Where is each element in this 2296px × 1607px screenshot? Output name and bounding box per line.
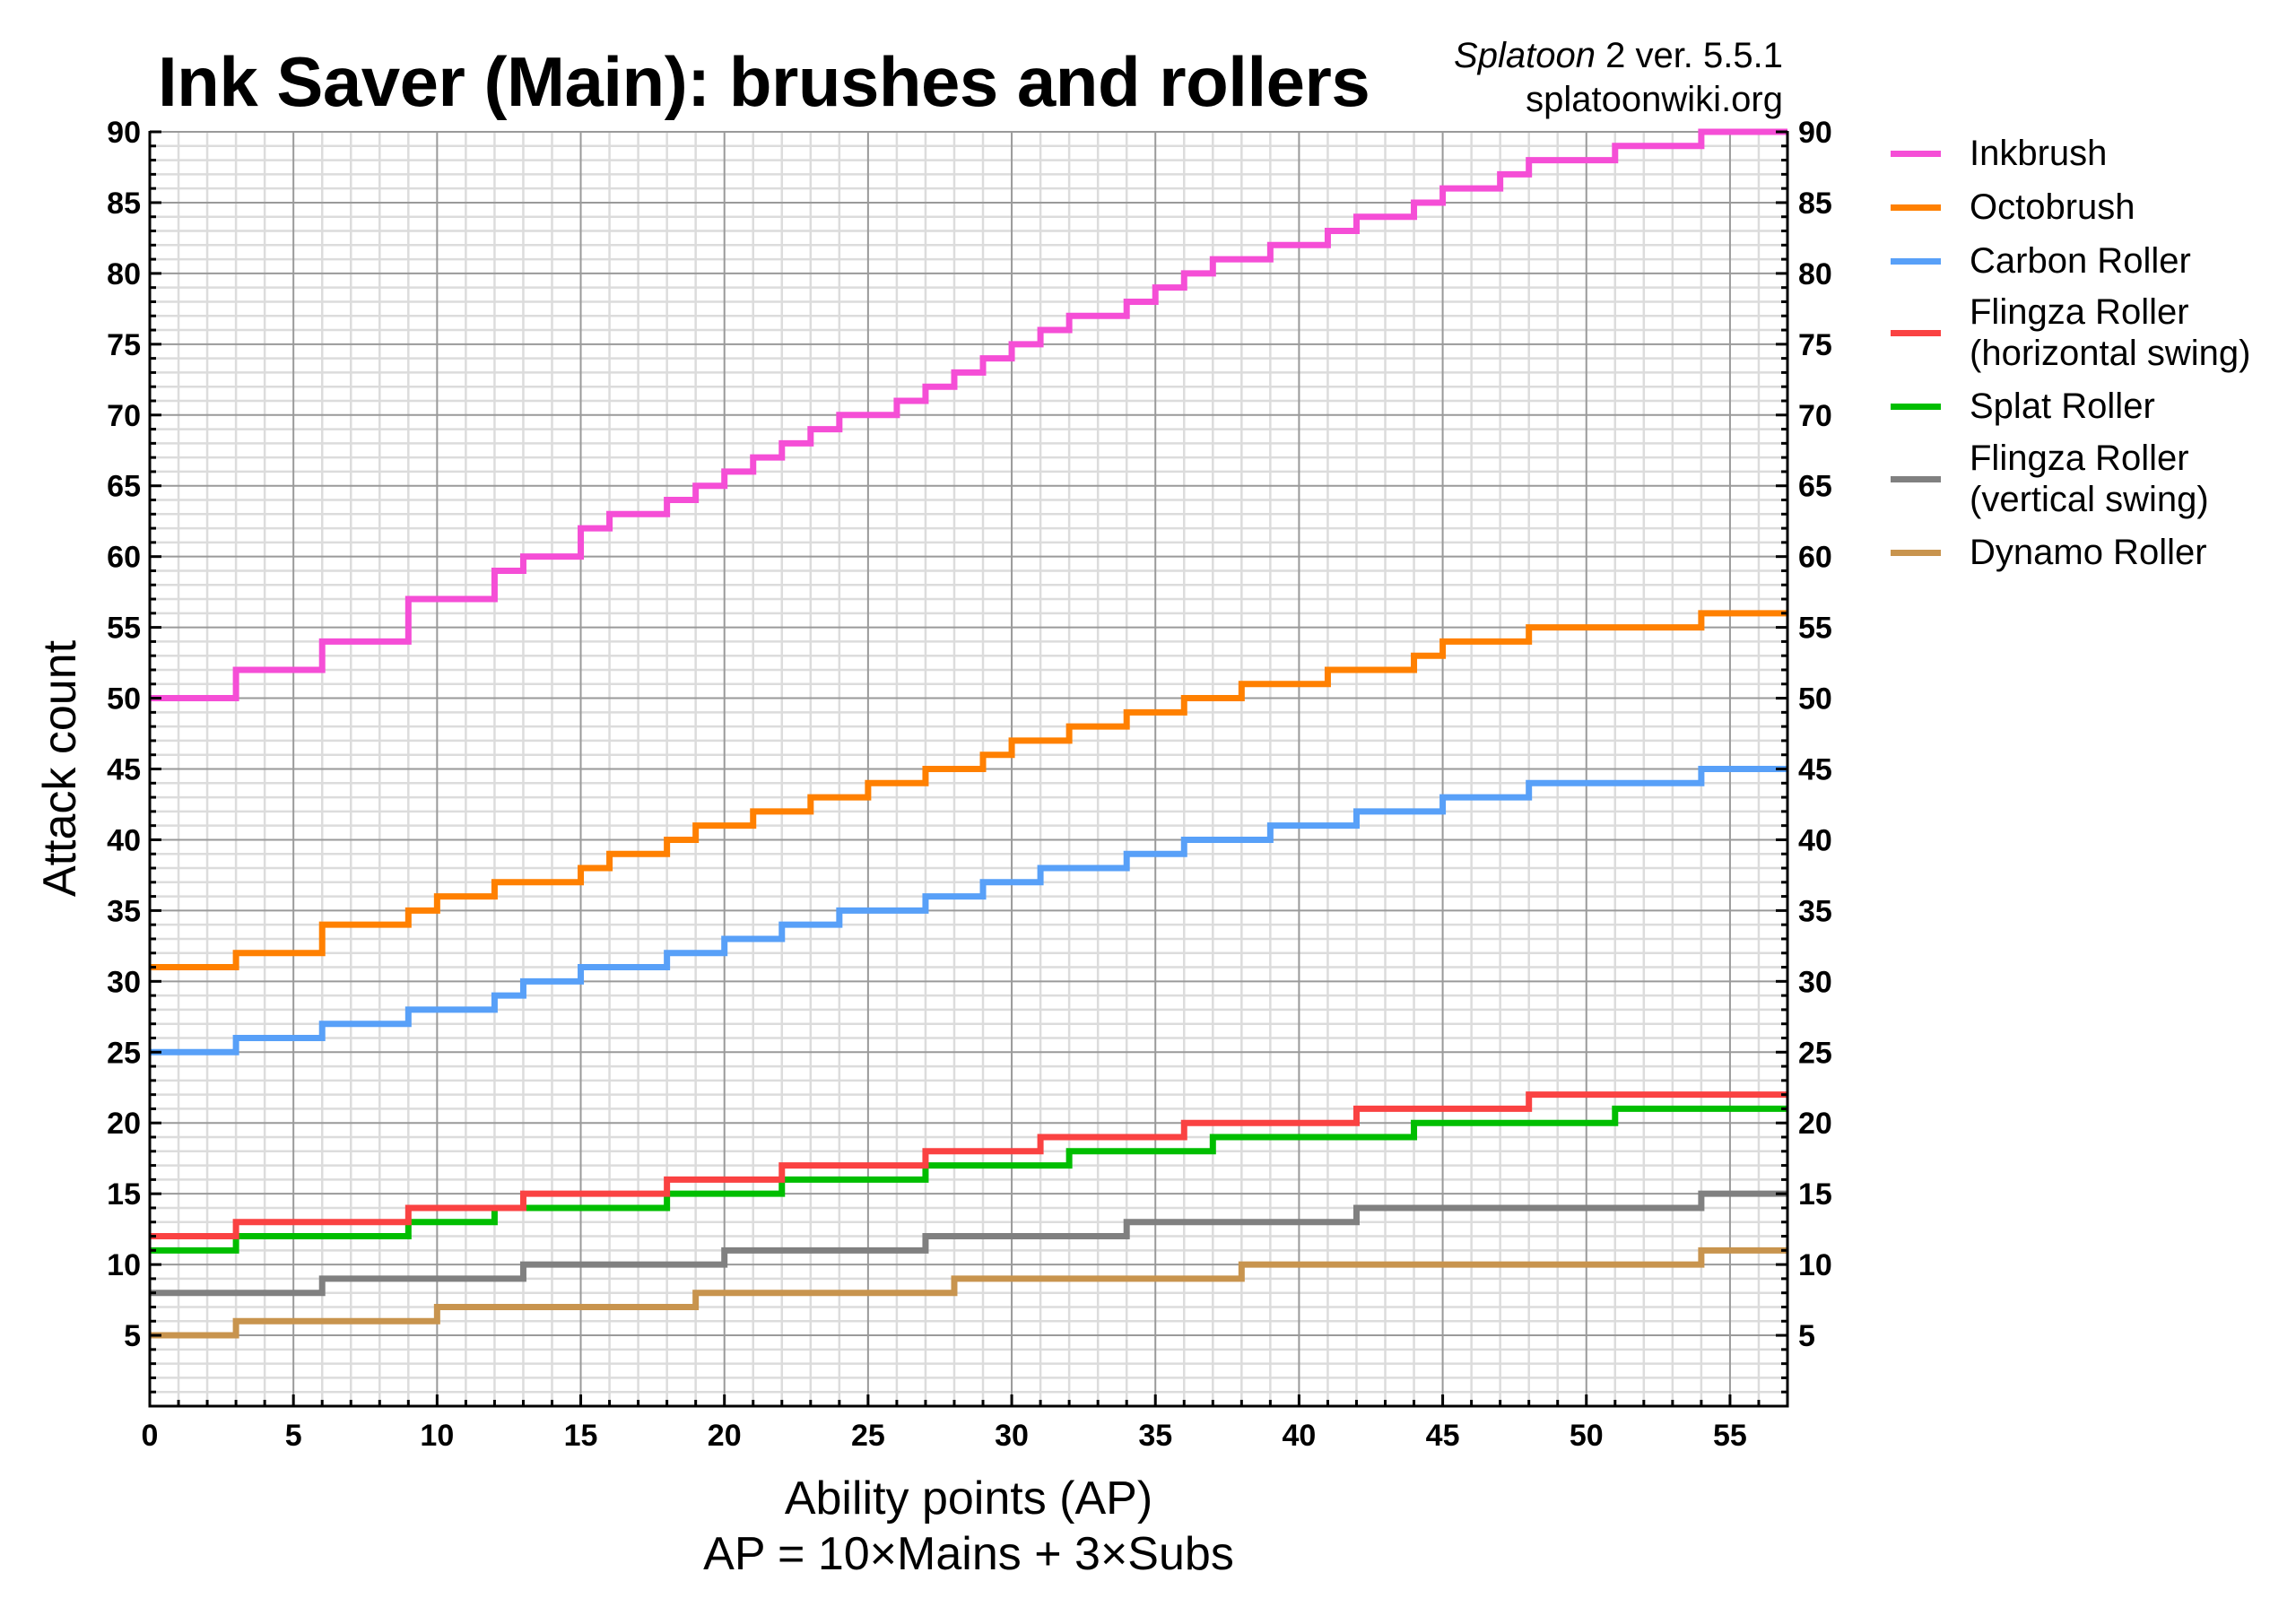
x-tick-label: 30: [995, 1419, 1029, 1453]
series-line: [150, 766, 1787, 1055]
series-line: [150, 1091, 1787, 1240]
y-tick-label: 65: [107, 470, 141, 504]
series-line: [150, 128, 1787, 702]
chart-credit: Splatoon 2 ver. 5.5.1 splatoonwiki.org: [1454, 34, 1783, 122]
legend-label: Flingza Roller (horizontal swing): [1970, 292, 2251, 373]
legend-label: Octobrush: [1970, 187, 2135, 227]
y-tick-label: 40: [107, 823, 141, 857]
y-tick-label: 50: [107, 682, 141, 717]
legend-label: Carbon Roller: [1970, 241, 2191, 281]
y-tick-label: 55: [107, 612, 141, 646]
y-tick-label-right: 75: [1798, 328, 1832, 362]
y-tick-label-right: 70: [1798, 399, 1832, 433]
x-tick-label: 50: [1570, 1419, 1604, 1453]
y-tick-label-right: 25: [1798, 1036, 1832, 1070]
legend-label: Inkbrush: [1970, 134, 2108, 173]
legend-item-splat-roller: Splat Roller: [1891, 386, 2155, 427]
legend-swatch: [1891, 257, 1941, 265]
y-tick-label: 35: [107, 894, 141, 928]
legend-item-octobrush: Octobrush: [1891, 187, 2135, 228]
version-line: Splatoon 2 ver. 5.5.1: [1454, 34, 1783, 78]
legend-swatch: [1891, 329, 1941, 336]
series-line: [150, 1105, 1787, 1254]
legend-item-inkbrush: Inkbrush: [1891, 133, 2107, 174]
y-tick-label-right: 5: [1798, 1319, 1815, 1353]
x-tick-label: 45: [1426, 1419, 1460, 1453]
y-tick-label-right: 60: [1798, 541, 1832, 575]
y-axis-label: Attack count: [34, 639, 86, 898]
version-text: 2 ver. 5.5.1: [1595, 36, 1783, 75]
y-tick-label: 80: [107, 257, 141, 291]
y-tick-label-right: 15: [1798, 1177, 1832, 1212]
y-tick-label: 70: [107, 399, 141, 433]
x-axis-label: Ability points (AP) AP = 10×Mains + 3×Su…: [703, 1471, 1234, 1582]
x-axis-formula: AP = 10×Mains + 3×Subs: [703, 1528, 1234, 1580]
y-tick-label: 85: [107, 187, 141, 221]
y-tick-label: 5: [124, 1319, 141, 1353]
y-tick-label: 15: [107, 1177, 141, 1212]
y-tick-label-right: 90: [1798, 116, 1832, 150]
y-tick-label-right: 45: [1798, 753, 1832, 787]
legend-label: Dynamo Roller: [1970, 533, 2207, 572]
legend-item-flingza-vertical: Flingza Roller (vertical swing): [1891, 438, 2209, 520]
x-tick-label: 15: [564, 1419, 598, 1453]
y-tick-label: 30: [107, 965, 141, 999]
legend-swatch: [1891, 549, 1941, 556]
y-tick-label-right: 35: [1798, 894, 1832, 928]
y-tick-label-right: 10: [1798, 1248, 1832, 1282]
legend-item-carbon-roller: Carbon Roller: [1891, 240, 2191, 282]
legend-swatch: [1891, 475, 1941, 482]
legend-swatch: [1891, 403, 1941, 410]
series-line: [150, 1247, 1787, 1339]
x-tick-label: 40: [1282, 1419, 1316, 1453]
y-tick-label-right: 30: [1798, 965, 1832, 999]
series-line: [150, 1190, 1787, 1297]
legend-swatch: [1891, 150, 1941, 157]
x-tick-label: 20: [708, 1419, 742, 1453]
x-tick-label: 10: [420, 1419, 454, 1453]
x-axis-title: Ability points (AP): [784, 1472, 1153, 1524]
series-layer: [150, 128, 1787, 1339]
chart-title: Ink Saver (Main): brushes and rollers: [158, 42, 1370, 121]
x-tick-label: 0: [142, 1419, 159, 1453]
y-tick-label-right: 85: [1798, 187, 1832, 221]
y-tick-label: 75: [107, 328, 141, 362]
axes-frame: [148, 130, 1789, 1408]
game-name: Splatoon: [1454, 36, 1596, 75]
x-tick-label: 5: [285, 1419, 302, 1453]
y-tick-label: 10: [107, 1248, 141, 1282]
y-tick-label: 20: [107, 1107, 141, 1141]
y-tick-label: 90: [107, 116, 141, 150]
y-tick-label: 45: [107, 753, 141, 787]
site-credit: splatoonwiki.org: [1526, 80, 1783, 119]
y-tick-label-right: 80: [1798, 257, 1832, 291]
x-tick-label: 25: [851, 1419, 885, 1453]
series-line: [150, 610, 1787, 971]
x-tick-label: 55: [1713, 1419, 1747, 1453]
legend-item-dynamo-roller: Dynamo Roller: [1891, 532, 2207, 573]
legend-item-flingza-horizontal: Flingza Roller (horizontal swing): [1891, 291, 2250, 374]
y-tick-label-right: 65: [1798, 470, 1832, 504]
x-tick-label: 35: [1138, 1419, 1172, 1453]
y-tick-label-right: 50: [1798, 682, 1832, 717]
y-tick-label: 60: [107, 541, 141, 575]
legend-swatch: [1891, 204, 1941, 211]
legend-label: Flingza Roller (vertical swing): [1970, 439, 2209, 519]
legend-label: Splat Roller: [1970, 387, 2155, 426]
y-tick-label-right: 20: [1798, 1107, 1832, 1141]
y-tick-label-right: 55: [1798, 612, 1832, 646]
y-tick-label: 25: [107, 1036, 141, 1070]
y-tick-label-right: 40: [1798, 823, 1832, 857]
